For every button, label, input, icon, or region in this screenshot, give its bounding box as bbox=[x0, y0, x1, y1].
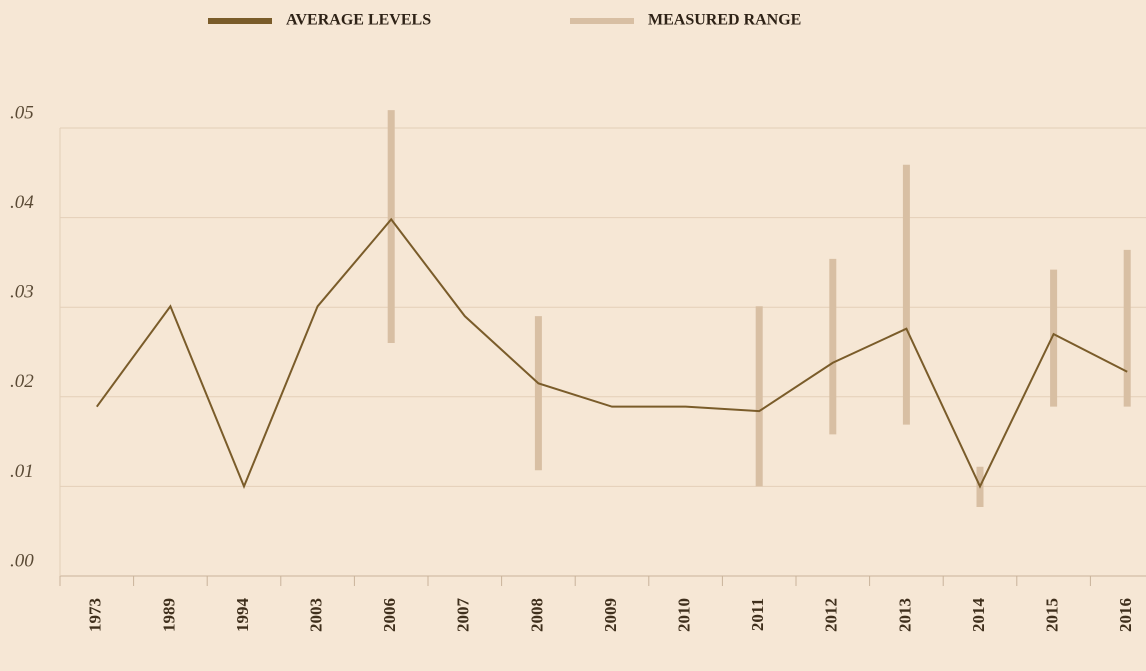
x-tick-label: 2007 bbox=[454, 598, 473, 633]
y-tick-label: .00 bbox=[10, 550, 34, 571]
legend-label: MEASURED RANGE bbox=[648, 12, 801, 29]
average-line bbox=[95, 217, 1128, 490]
x-tick-label: 2003 bbox=[307, 598, 326, 632]
x-tick-label: 1994 bbox=[233, 598, 252, 633]
x-tick-label: 2009 bbox=[601, 598, 620, 632]
legend-label: AVERAGE LEVELS bbox=[286, 12, 431, 29]
y-tick-label: .04 bbox=[10, 192, 34, 213]
x-tick-label: 2011 bbox=[748, 598, 767, 631]
x-tick-label: 2016 bbox=[1116, 598, 1135, 632]
x-tick-label: 2012 bbox=[822, 598, 841, 632]
y-tick-label: .05 bbox=[10, 102, 34, 123]
x-tick-label: 1973 bbox=[86, 598, 105, 632]
x-tick-label: 2006 bbox=[380, 598, 399, 632]
y-tick-label: .03 bbox=[10, 282, 34, 303]
x-tick-label: 2010 bbox=[675, 598, 694, 632]
x-tick-label: 1989 bbox=[159, 598, 178, 632]
x-tick-label: 2014 bbox=[969, 598, 988, 633]
y-tick-label: .02 bbox=[10, 371, 34, 392]
x-tick-label: 2013 bbox=[895, 598, 914, 632]
x-tick-label: 2008 bbox=[527, 598, 546, 632]
x-tick-label: 2015 bbox=[1043, 598, 1062, 632]
y-tick-label: .01 bbox=[10, 461, 34, 482]
